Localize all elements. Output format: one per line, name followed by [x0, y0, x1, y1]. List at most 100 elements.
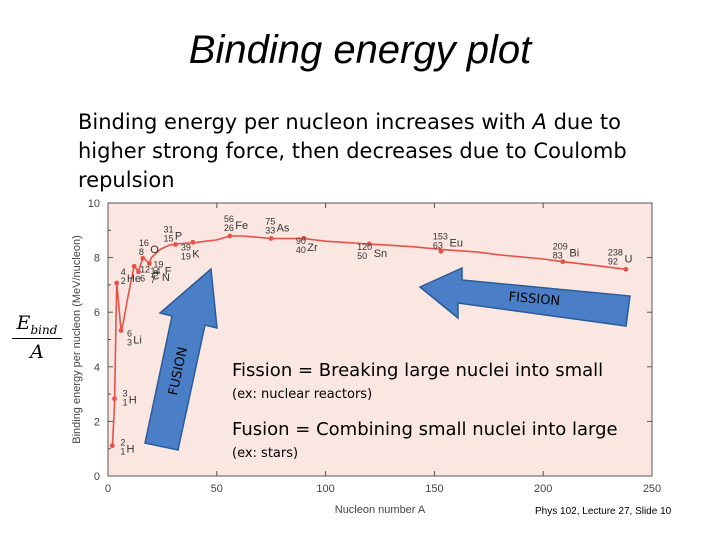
isotope-mass-number: 16 [139, 238, 149, 248]
isotope-atomic-number: 1 [123, 398, 128, 408]
isotope-symbol: As [277, 222, 290, 234]
isotope-point [109, 443, 115, 449]
isotope-point [173, 242, 178, 247]
y-tick-label: 0 [94, 471, 100, 483]
fission-arrow-label: FISSION [508, 290, 561, 309]
isotope-symbol: C [152, 270, 160, 282]
isotope-mass-number: 209 [553, 242, 568, 252]
subtitle-text-2: due to higher strong force, then decreas… [78, 110, 627, 192]
isotope-atomic-number: 26 [224, 223, 234, 233]
formula-subscript: bind [30, 322, 58, 337]
y-tick-label: 8 [94, 253, 100, 265]
isotope-symbol: Li [133, 334, 142, 346]
isotope-label: 199 F [153, 260, 171, 279]
formula-eb-over-a: Ebind A [12, 312, 62, 363]
x-tick-label: 50 [211, 483, 223, 495]
isotope-atomic-number: 8 [139, 247, 144, 257]
isotope-symbol: Zr [307, 242, 318, 254]
y-tick-label: 6 [94, 307, 100, 319]
isotope-atomic-number: 1 [120, 447, 125, 457]
isotope-mass-number: 75 [265, 216, 275, 226]
x-tick-label: 250 [643, 483, 661, 495]
isotope-label: 21 H [120, 438, 134, 457]
isotope-mass-number: 4 [121, 267, 126, 277]
isotope-label: 63 Li [127, 328, 142, 347]
fusion-arrow [144, 267, 218, 451]
isotope-point [190, 239, 196, 245]
isotope-mass-number: 153 [433, 231, 448, 241]
x-axis-label: Nucleon number A [335, 504, 426, 516]
fusion-definition: Fusion = Combining small nuclei into lar… [232, 419, 618, 440]
x-tick-label: 200 [534, 483, 552, 495]
isotope-mass-number: 39 [181, 242, 191, 252]
isotope-atomic-number: 33 [265, 225, 275, 235]
isotope-point [114, 280, 120, 286]
isotope-symbol: H [127, 444, 135, 456]
isotope-symbol: Sn [374, 248, 387, 260]
isotope-atomic-number: 50 [357, 251, 367, 261]
isotope-mass-number: 31 [163, 224, 173, 234]
slide-title: Binding energy plot [188, 28, 532, 72]
isotope-mass-number: 120 [357, 242, 372, 252]
x-tick-label: 100 [316, 483, 334, 495]
isotope-atomic-number: 2 [121, 276, 126, 286]
subtitle-variable: A [532, 110, 547, 134]
isotope-point [136, 269, 141, 275]
isotope-point [112, 396, 117, 402]
subtitle-text-1: Binding energy per nucleon increases wit… [78, 110, 533, 134]
isotope-point [131, 263, 137, 269]
isotope-symbol: H [129, 395, 137, 407]
isotope-atomic-number: 7 [150, 275, 155, 285]
fusion-example: (ex: stars) [232, 446, 298, 461]
isotope-atomic-number: 83 [553, 251, 563, 261]
fission-definition: Fission = Breaking large nuclei into sma… [232, 360, 603, 381]
isotope-atomic-number: 3 [127, 337, 132, 347]
isotope-symbol: Bi [569, 248, 579, 260]
isotope-label: 147 N [150, 266, 169, 285]
isotope-symbol: He [127, 273, 141, 285]
isotope-atomic-number: 63 [433, 240, 443, 250]
isotope-symbol: P [175, 230, 182, 242]
x-tick-label: 150 [425, 483, 443, 495]
isotope-symbol: O [150, 244, 159, 256]
isotope-symbol: Fe [235, 220, 248, 232]
isotope-mass-number: 56 [224, 214, 234, 224]
isotope-atomic-number: 92 [608, 256, 618, 266]
binding-energy-curve [111, 235, 626, 447]
isotope-atomic-number: 15 [163, 233, 173, 243]
isotope-label: 168 O [139, 238, 159, 257]
isotope-point [227, 233, 233, 239]
formula-numerator: E [16, 312, 31, 334]
isotope-mass-number: 14 [150, 266, 160, 276]
isotope-point [268, 236, 274, 241]
slide-footer: Phys 102, Lecture 27, Slide 10 [535, 506, 672, 517]
isotope-mass-number: 19 [153, 260, 163, 270]
isotope-symbol: K [192, 248, 200, 260]
isotope-atomic-number: 40 [296, 245, 306, 255]
isotope-label: 31 H [123, 389, 137, 408]
isotope-atomic-number: 19 [181, 251, 191, 261]
isotope-mass-number: 12 [140, 264, 150, 274]
isotope-symbol: U [624, 253, 632, 265]
slide-subtitle: Binding energy per nucleon increases wit… [78, 108, 678, 195]
isotope-label: 126 C [140, 264, 159, 283]
fission-example: (ex: nuclear reactors) [232, 387, 372, 402]
y-tick-label: 10 [88, 198, 100, 210]
isotope-mass-number: 3 [123, 389, 128, 399]
isotope-symbol: N [162, 272, 170, 284]
y-tick-label: 4 [94, 362, 100, 374]
isotope-point [301, 235, 307, 241]
y-axis-label: Binding energy per nucleon (MeV/nucleon) [71, 235, 83, 444]
isotope-symbol: Eu [450, 237, 463, 249]
isotope-point [118, 328, 124, 333]
